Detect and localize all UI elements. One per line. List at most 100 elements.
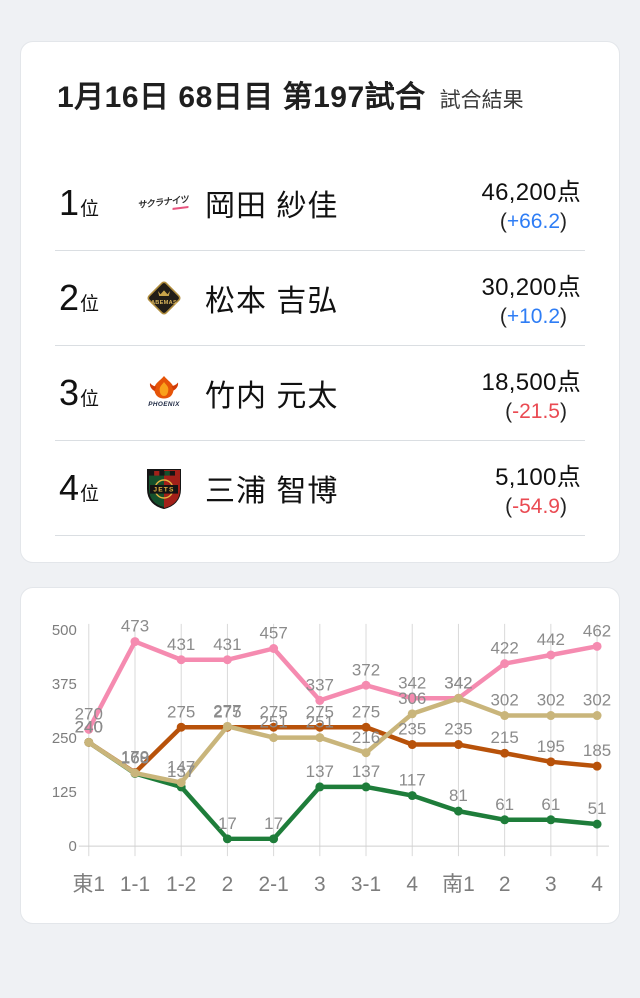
svg-text:137: 137 [352, 762, 380, 781]
ranking-list: 1 位 サクラナイツ 岡田 紗佳 46,200点 (+66.2) 2 位 [55, 156, 585, 536]
svg-text:4: 4 [406, 873, 418, 896]
svg-text:302: 302 [537, 691, 565, 710]
player-row-2: 2 位 ABEMAS 松本 吉弘 30,200点 (+10.2) [55, 251, 585, 346]
svg-text:117: 117 [399, 771, 426, 790]
svg-text:17: 17 [218, 814, 237, 833]
svg-text:147: 147 [167, 758, 195, 777]
svg-text:250: 250 [52, 730, 77, 747]
svg-text:473: 473 [121, 617, 149, 636]
svg-text:342: 342 [444, 673, 472, 692]
abemas-logo-text: ABEMAS [151, 300, 177, 306]
svg-text:2-1: 2-1 [259, 873, 289, 896]
svg-text:251: 251 [259, 713, 287, 732]
svg-text:275: 275 [259, 702, 287, 721]
svg-text:302: 302 [491, 691, 519, 710]
svg-text:169: 169 [121, 748, 149, 767]
svg-text:1-2: 1-2 [166, 873, 196, 896]
jets-logo-text: JETS [153, 487, 174, 494]
player-score: 5,100点 [495, 464, 581, 491]
team-logo-phoenix-icon: PHOENIX [135, 373, 193, 413]
rank-suffix: 位 [80, 199, 100, 220]
svg-text:3: 3 [545, 873, 557, 896]
svg-text:61: 61 [541, 795, 560, 814]
svg-text:168: 168 [121, 749, 149, 768]
svg-text:375: 375 [52, 676, 77, 693]
svg-text:442: 442 [537, 630, 565, 649]
player-name: 岡田 紗佳 [205, 190, 339, 223]
svg-text:0: 0 [69, 838, 77, 855]
svg-text:342: 342 [444, 673, 472, 692]
rank-1: 1 位 [59, 182, 135, 224]
rank-number: 2 [59, 277, 80, 318]
svg-text:275: 275 [352, 702, 380, 721]
player-row-1: 1 位 サクラナイツ 岡田 紗佳 46,200点 (+66.2) [55, 156, 585, 251]
team-logo-abemas-icon: ABEMAS [135, 278, 193, 318]
player-name: 竹内 元太 [205, 380, 339, 413]
svg-text:251: 251 [306, 713, 334, 732]
svg-text:372: 372 [352, 660, 380, 679]
svg-text:275: 275 [167, 702, 195, 721]
svg-text:275: 275 [213, 702, 241, 721]
svg-text:南1: 南1 [442, 873, 475, 896]
rank-4: 4 位 [59, 467, 135, 509]
svg-text:240: 240 [75, 717, 103, 736]
score-change: (+10.2) [499, 305, 567, 328]
svg-text:215: 215 [491, 728, 519, 747]
rank-number: 1 [59, 182, 80, 223]
rank-number: 4 [59, 467, 80, 508]
score-change: (-21.5) [505, 400, 567, 423]
svg-text:306: 306 [398, 689, 426, 708]
player-name: 三浦 智博 [205, 475, 339, 508]
svg-text:17: 17 [264, 814, 283, 833]
svg-text:125: 125 [52, 784, 77, 801]
svg-text:457: 457 [259, 624, 287, 643]
svg-text:4: 4 [591, 873, 603, 896]
svg-text:2: 2 [499, 873, 511, 896]
svg-text:240: 240 [75, 717, 103, 736]
team-logo-sakura-knights-icon: サクラナイツ [135, 194, 193, 211]
svg-text:195: 195 [537, 737, 565, 756]
svg-text:3: 3 [314, 873, 326, 896]
svg-text:235: 235 [398, 720, 426, 739]
svg-text:185: 185 [583, 741, 611, 760]
team-logo-jets-icon: JETS [135, 467, 193, 509]
player-name: 松本 吉弘 [205, 285, 339, 318]
player-row-3: 3 位 PHOENIX 竹内 元太 18,500点 (-21.5) [55, 346, 585, 441]
rank-suffix: 位 [80, 484, 100, 505]
score-change: (+66.2) [499, 210, 567, 233]
player-score: 46,200点 [481, 179, 581, 206]
svg-text:337: 337 [306, 675, 334, 694]
svg-text:270: 270 [75, 704, 103, 723]
player-row-4: 4 位 JETS 三浦 智博 5,100点 (-54.9) [55, 441, 585, 536]
rank-2: 2 位 [59, 277, 135, 319]
svg-text:302: 302 [583, 691, 611, 710]
svg-text:170: 170 [121, 748, 149, 767]
svg-text:422: 422 [491, 639, 519, 658]
svg-text:462: 462 [583, 621, 611, 640]
rank-3: 3 位 [59, 372, 135, 414]
match-header: 1月16日 68日目 第197試合 試合結果 [55, 72, 585, 116]
svg-text:3-1: 3-1 [351, 873, 381, 896]
svg-text:275: 275 [306, 702, 334, 721]
rank-number: 3 [59, 372, 80, 413]
svg-text:277: 277 [213, 701, 241, 720]
sakura-accent [173, 205, 189, 210]
svg-text:61: 61 [495, 795, 514, 814]
svg-text:137: 137 [306, 762, 334, 781]
match-subtitle: 試合結果 [439, 89, 524, 112]
svg-text:東1: 東1 [73, 873, 106, 896]
match-title: 1月16日 68日目 第197試合 [57, 81, 426, 114]
svg-text:342: 342 [398, 673, 426, 692]
svg-text:240: 240 [75, 717, 103, 736]
rank-suffix: 位 [80, 294, 100, 315]
score-change: (-54.9) [505, 495, 567, 518]
score-progression-card: 東1 1-1 1-2 2 2-1 3 3-1 4 南1 2 3 4 0 125 250 375 500 270 47… [20, 587, 620, 924]
player-score: 30,200点 [481, 274, 581, 301]
svg-text:500: 500 [52, 622, 77, 639]
svg-text:431: 431 [213, 635, 241, 654]
svg-text:1-1: 1-1 [120, 873, 150, 896]
phoenix-logo-text: PHOENIX [148, 401, 180, 408]
svg-text:235: 235 [444, 720, 472, 739]
rank-suffix: 位 [80, 389, 100, 410]
svg-text:216: 216 [352, 728, 380, 747]
